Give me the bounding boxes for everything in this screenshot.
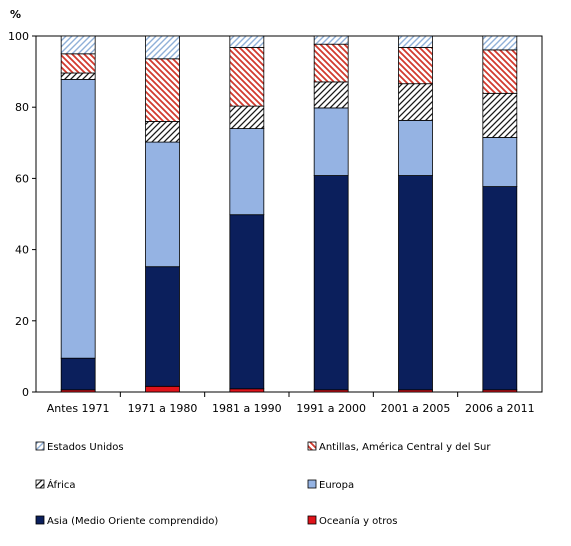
bar-segment-estados-unidos bbox=[229, 35, 265, 48]
legend-label-estados-unidos: Estados Unidos bbox=[47, 442, 124, 453]
bar-segment-africa bbox=[60, 72, 96, 80]
legend-label-europa: Europa bbox=[319, 480, 354, 491]
bar-segment-antillas-america-central-y-del-sur bbox=[398, 46, 433, 85]
y-tick-label: 20 bbox=[15, 315, 29, 328]
y-tick-label: 80 bbox=[15, 101, 29, 114]
plot-area-frame bbox=[35, 35, 543, 393]
bar-segment-estados-unidos bbox=[145, 35, 180, 60]
bar-segment-asia-medio-oriente-comprendido bbox=[482, 186, 518, 391]
y-tick-label: 40 bbox=[15, 244, 29, 257]
bar-segment-europa bbox=[145, 141, 180, 268]
y-tick-label: 60 bbox=[15, 172, 29, 185]
bar-segment-antillas-america-central-y-del-sur bbox=[313, 43, 349, 83]
bar-segment-africa bbox=[482, 92, 518, 138]
legend: Estados Unidos Antillas, América Central … bbox=[35, 441, 491, 527]
legend-label-antillas-america-central-y-del-sur: Antillas, América Central y del Sur bbox=[319, 441, 491, 453]
legend-swatch-estados-unidos bbox=[35, 441, 45, 451]
x-tick-label: Antes 1971 bbox=[47, 402, 110, 415]
bar-segment-antillas-america-central-y-del-sur bbox=[229, 46, 265, 107]
bar-segment-estados-unidos bbox=[482, 35, 518, 51]
bar-segment-africa bbox=[313, 81, 349, 109]
bar-segment-europa bbox=[398, 119, 433, 176]
bar-segment-africa bbox=[145, 121, 180, 143]
bar-segment-africa bbox=[229, 105, 265, 129]
legend-swatch-africa bbox=[35, 479, 45, 489]
bar-segment-europa bbox=[60, 79, 96, 359]
x-tick-label: 1981 a 1990 bbox=[212, 402, 282, 415]
bar-segment-oceania-y-otros bbox=[229, 388, 265, 393]
bars bbox=[60, 35, 518, 393]
legend-label-oceania-y-otros: Oceanía y otros bbox=[319, 515, 397, 527]
bar-segment-africa bbox=[398, 83, 433, 121]
x-axis: Antes 1971 1971 a 1980 1981 a 1990 1991 a 2… bbox=[47, 392, 535, 415]
bar-segment-antillas-america-central-y-del-sur bbox=[60, 53, 96, 74]
legend-swatch-oceania-y-otros bbox=[307, 515, 317, 525]
bar-segment-europa bbox=[313, 107, 349, 176]
y-axis: 0 20 40 60 80 100 bbox=[8, 30, 36, 399]
bar-segment-estados-unidos bbox=[398, 35, 433, 48]
legend-swatch-europa bbox=[307, 479, 317, 489]
bar-segment-antillas-america-central-y-del-sur bbox=[145, 58, 180, 122]
bar-segment-asia-medio-oriente-comprendido bbox=[145, 266, 180, 387]
y-axis-label: % bbox=[10, 8, 21, 21]
x-tick-label: 2006 a 2011 bbox=[465, 402, 535, 415]
bar-segment-asia-medio-oriente-comprendido bbox=[313, 175, 349, 391]
bar-segment-estados-unidos bbox=[313, 35, 349, 45]
y-tick-label: 0 bbox=[22, 386, 29, 399]
bar-segment-asia-medio-oriente-comprendido bbox=[60, 357, 96, 391]
legend-label-africa: África bbox=[47, 478, 76, 491]
bar-segment-asia-medio-oriente-comprendido bbox=[398, 175, 433, 391]
bar-segment-asia-medio-oriente-comprendido bbox=[229, 214, 265, 390]
y-tick-label: 100 bbox=[8, 30, 29, 43]
bar-segment-europa bbox=[229, 128, 265, 216]
bar-segment-europa bbox=[482, 137, 518, 187]
legend-label-asia-medio-oriente-comprendido: Asia (Medio Oriente comprendido) bbox=[47, 516, 218, 527]
x-tick-label: 1971 a 1980 bbox=[128, 402, 198, 415]
x-tick-label: 1991 a 2000 bbox=[296, 402, 366, 415]
bar-segment-estados-unidos bbox=[60, 35, 96, 55]
bar-segment-antillas-america-central-y-del-sur bbox=[482, 49, 518, 94]
bar-segment-oceania-y-otros bbox=[145, 385, 180, 393]
legend-swatch-asia-medio-oriente-comprendido bbox=[35, 515, 45, 525]
x-tick-label: 2001 a 2005 bbox=[381, 402, 451, 415]
legend-swatch-antillas-america-central-y-del-sur bbox=[307, 441, 317, 451]
